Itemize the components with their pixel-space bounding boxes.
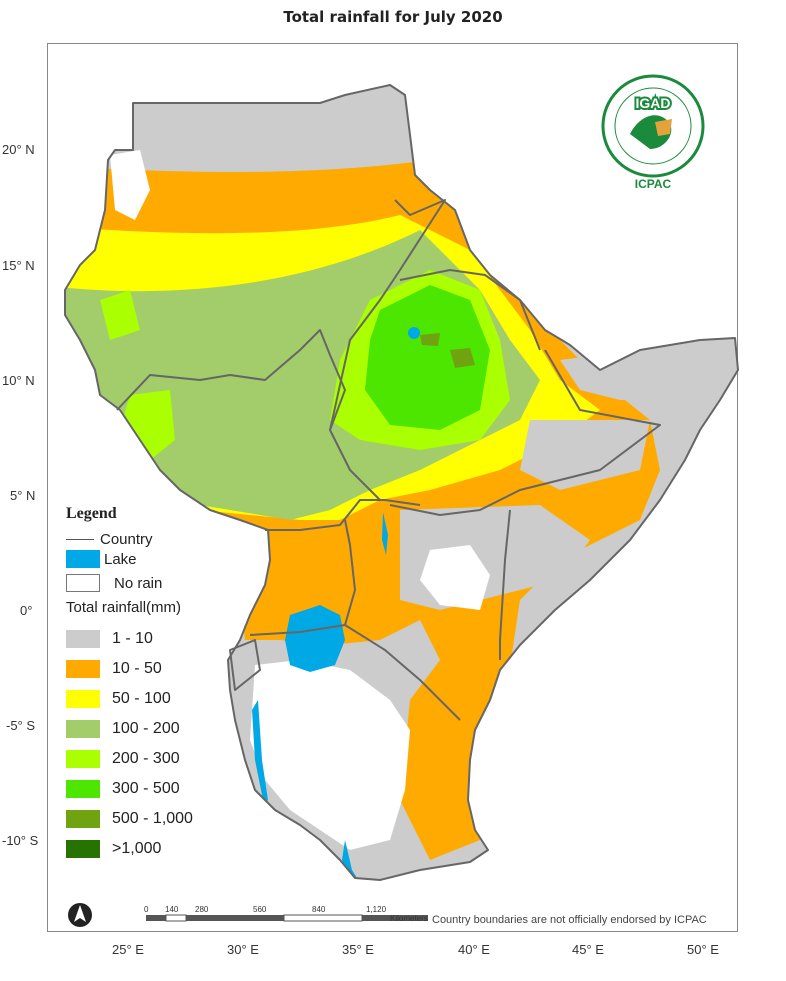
legend-no-rain-label: No rain [114,574,163,592]
rainfall-swatch [66,780,100,798]
lat-label-10n: 10° N [2,373,35,388]
rainfall-swatch [66,630,100,648]
lon-label-35e: 35° E [342,942,374,957]
rainfall-class-7: >1,000 [66,834,246,864]
map-title: Total rainfall for July 2020 [283,8,503,26]
disclaimer-text: Country boundaries are not officially en… [432,914,707,926]
lat-label-5s: -5° S [6,718,36,733]
country-line-symbol [66,538,94,540]
lake-swatch [66,550,100,568]
scale-bar [146,914,428,922]
rainfall-swatch [66,840,100,858]
lat-label-0: 0° [20,603,33,618]
scale-tick-1120: 1,120 [366,905,387,914]
legend-country: Country [66,529,246,549]
rainfall-swatch [66,750,100,768]
scale-tick-280: 280 [195,905,209,914]
scale-tick-560: 560 [253,905,267,914]
scale-tick-140: 140 [165,905,179,914]
rainfall-class-label: 500 - 1,000 [112,810,193,827]
rainfall-class-label: >1,000 [112,840,162,857]
legend-title: Legend [66,505,117,522]
rainfall-class-label: 50 - 100 [112,690,171,707]
rainfall-swatch [66,690,100,708]
lat-label-5n: 5° N [10,488,36,503]
legend-lake-label: Lake [104,550,137,568]
rainfall-class-4: 200 - 300 [66,744,246,774]
north-arrow-icon [68,903,92,927]
map-frame [47,43,738,932]
rainfall-class-2: 50 - 100 [66,684,246,714]
lon-label-30e: 30° E [227,942,259,957]
no-rain-swatch [66,574,100,592]
logo-org: ICPAC [635,177,672,190]
legend-no-rain: No rain [66,573,246,593]
igad-icpac-logo: IGAD ICPAC [601,74,705,190]
rainfall-legend-title: Total rainfall(mm) [66,599,182,616]
rainfall-classes: 1 - 10 10 - 50 50 - 100 100 - 200 200 - 300 3… [66,624,246,864]
rainfall-class-0: 1 - 10 [66,624,246,654]
scale-tick-840: 840 [312,905,326,914]
rainfall-swatch [66,660,100,678]
lon-label-40e: 40° E [458,942,490,957]
rainfall-class-6: 500 - 1,000 [66,804,246,834]
rainfall-class-1: 10 - 50 [66,654,246,684]
rainfall-class-label: 1 - 10 [112,630,153,647]
rainfall-class-label: 300 - 500 [112,780,180,797]
rainfall-class-label: 200 - 300 [112,750,180,767]
rainfall-class-label: 100 - 200 [112,720,180,737]
rainfall-class-label: 10 - 50 [112,660,162,677]
lat-label-15n: 15° N [2,258,35,273]
scale-tick-0: 0 [144,905,149,914]
rainfall-swatch [66,810,100,828]
rainfall-class-3: 100 - 200 [66,714,246,744]
lon-label-50e: 50° E [687,942,719,957]
lon-label-25e: 25° E [112,942,144,957]
rainfall-swatch [66,720,100,738]
legend-country-label: Country [100,530,153,548]
rainfall-class-5: 300 - 500 [66,774,246,804]
legend-lake: Lake [66,549,246,569]
lat-label-10s: -10° S [2,833,39,848]
scale-unit: Kilometers [390,914,428,923]
legend: Legend Country Lake No rain Total rainfa… [66,505,246,864]
lat-label-20n: 20° N [2,142,35,157]
logo-acronym: IGAD [636,95,671,111]
lon-label-45e: 45° E [572,942,604,957]
